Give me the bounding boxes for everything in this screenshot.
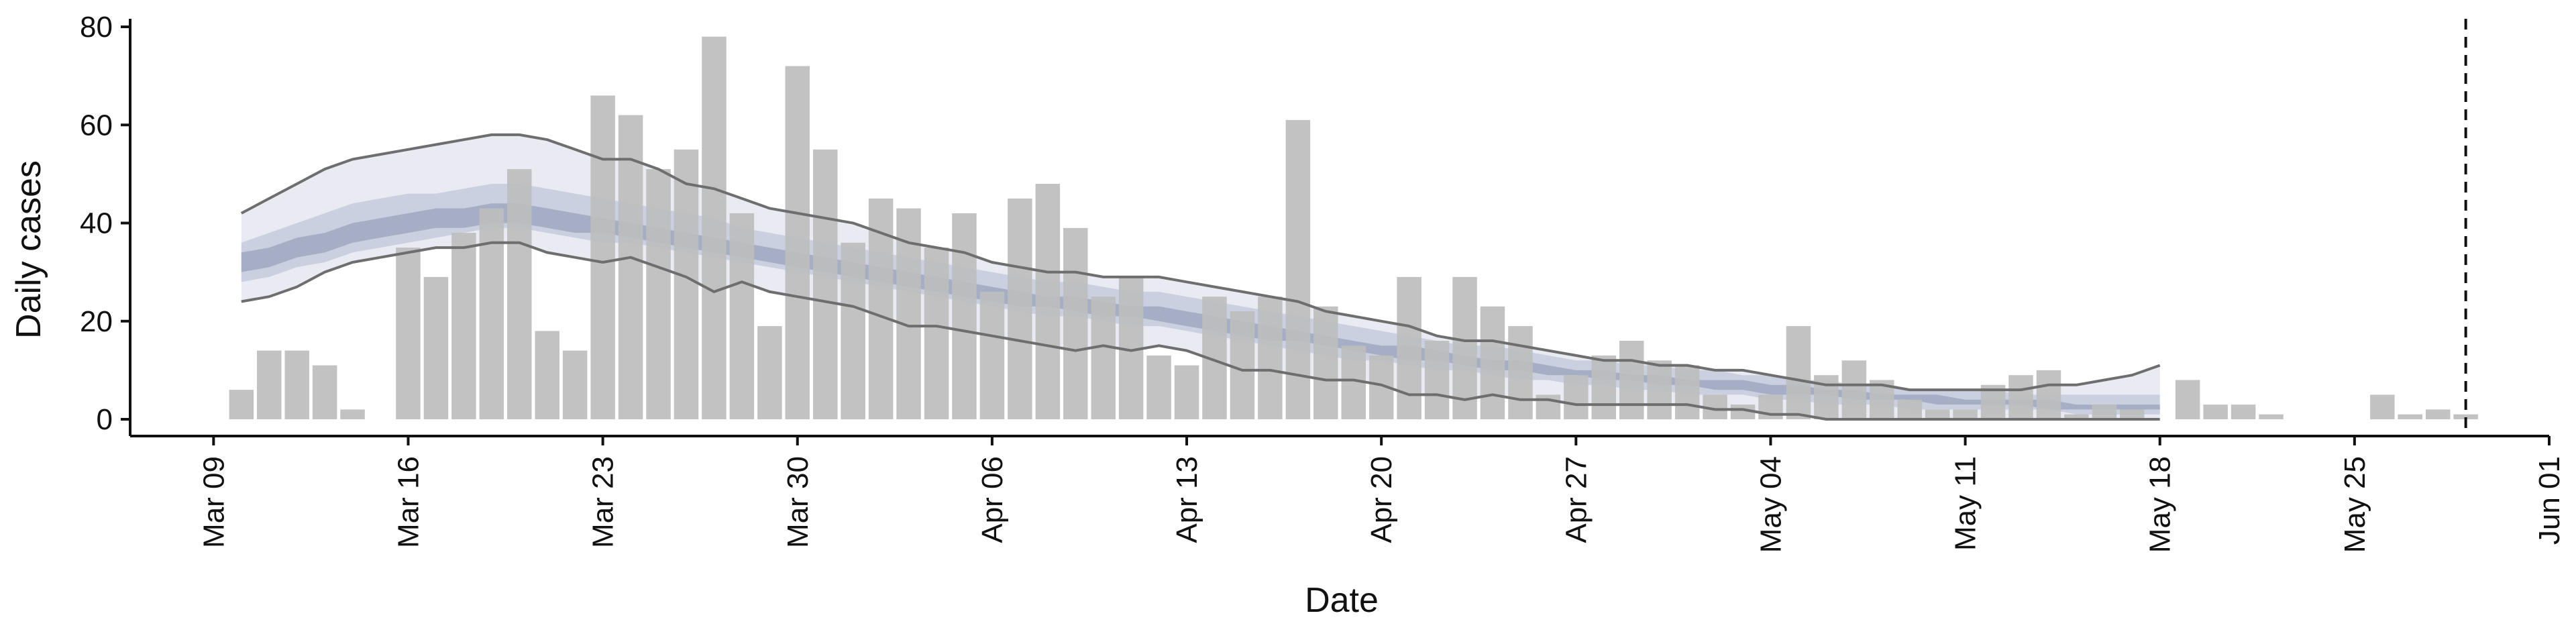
- daily-case-bar: [757, 326, 782, 419]
- daily-case-bar: [1146, 355, 1171, 419]
- daily-case-bar: [1424, 341, 1450, 419]
- y-tick-label: 40: [80, 207, 113, 240]
- band-core: [241, 203, 2160, 410]
- x-tick-label: Apr 20: [1365, 456, 1398, 543]
- daily-case-bar: [2036, 370, 2061, 419]
- y-axis-label: Daily cases: [9, 160, 48, 339]
- daily-case-bar: [1925, 409, 1950, 419]
- daily-case-bar: [479, 208, 504, 419]
- x-axis-label: Date: [1305, 581, 1379, 620]
- daily-case-bar: [1397, 276, 1421, 419]
- daily-case-bar: [396, 248, 421, 419]
- daily-case-bar: [674, 149, 699, 420]
- daily-case-bar: [1452, 276, 1477, 419]
- daily-case-bar: [1814, 375, 1839, 419]
- daily-case-bar: [2175, 380, 2200, 419]
- daily-case-bar: [2453, 414, 2478, 419]
- daily-case-bar: [924, 248, 949, 419]
- daily-case-bar: [952, 213, 977, 419]
- daily-case-bar: [1480, 306, 1505, 419]
- daily-case-bar: [2259, 414, 2284, 419]
- x-tick-label: Mar 09: [197, 456, 230, 548]
- daily-case-bar: [257, 350, 282, 419]
- daily-case-bar: [1008, 198, 1032, 419]
- daily-case-bar: [284, 350, 309, 419]
- daily-case-bar: [535, 331, 559, 419]
- daily-case-bar: [2203, 405, 2228, 419]
- daily-case-bar: [312, 365, 337, 419]
- interval-upper-line: [240, 133, 2161, 392]
- daily-case-bar: [423, 276, 449, 419]
- daily-case-bar: [979, 291, 1005, 419]
- daily-case-bar: [2064, 414, 2089, 419]
- daily-case-bar: [1841, 360, 1867, 420]
- x-tick-label: May 04: [1754, 456, 1787, 553]
- daily-case-bars: [229, 36, 2478, 420]
- daily-case-bar: [813, 149, 838, 420]
- daily-case-bar: [729, 213, 755, 419]
- daily-case-bar: [2426, 409, 2451, 419]
- daily-case-bar: [2370, 394, 2395, 419]
- daily-case-bar: [1591, 355, 1616, 419]
- daily-case-bar: [785, 66, 810, 419]
- y-tick-label: 0: [97, 403, 113, 436]
- daily-case-bar: [1786, 326, 1811, 419]
- x-tick-label: Apr 06: [976, 456, 1009, 543]
- daily-case-bar: [1313, 306, 1338, 419]
- daily-case-bar: [562, 350, 588, 419]
- x-tick-label: Mar 23: [587, 456, 620, 548]
- daily-case-bar: [1174, 365, 1199, 419]
- daily-case-bar: [1953, 409, 1978, 419]
- interval-lower-line: [241, 241, 2160, 421]
- x-tick-label: Apr 27: [1560, 456, 1593, 543]
- daily-case-bar: [2008, 375, 2033, 419]
- daily-case-bar: [451, 233, 476, 419]
- x-tick-label: Mar 16: [392, 456, 425, 548]
- x-tick-label: Mar 30: [782, 456, 814, 548]
- daily-case-bar: [1674, 365, 1700, 419]
- x-tick-label: May 25: [2339, 456, 2371, 553]
- daily-case-bar: [2092, 405, 2117, 419]
- daily-case-bar: [646, 169, 671, 419]
- daily-case-bar: [1091, 297, 1116, 419]
- daily-case-bar: [1897, 399, 1922, 420]
- y-tick-label: 60: [80, 109, 113, 142]
- daily-case-bar: [1285, 119, 1311, 419]
- daily-case-bar: [1035, 184, 1061, 419]
- daily-case-bar: [1230, 311, 1255, 419]
- interval-bound-lines: [240, 133, 2161, 421]
- daily-case-bar: [340, 409, 365, 419]
- daily-case-bar: [229, 390, 254, 419]
- daily-case-bar: [618, 115, 643, 419]
- axes: 0 20 40 60 80 Mar 09 Mar 16 Mar 23 Mar 30 Apr 06 A…: [80, 11, 2566, 553]
- daily-case-bar: [1508, 326, 1533, 419]
- daily-case-bar: [702, 36, 727, 420]
- y-tick-label: 20: [80, 305, 113, 338]
- daily-case-bar: [1063, 227, 1088, 419]
- daily-case-bar: [590, 95, 615, 419]
- daily-case-bar: [1564, 375, 1589, 419]
- x-tick-label: Jun 01: [2533, 456, 2566, 545]
- x-tick-label: May 11: [1949, 456, 1982, 551]
- daily-case-bar: [841, 242, 865, 420]
- y-tick-label: 80: [80, 11, 113, 44]
- daily-case-bar: [1619, 341, 1644, 419]
- daily-case-bar: [1258, 297, 1283, 419]
- x-tick-label: Apr 13: [1171, 456, 1203, 543]
- x-tick-label: May 18: [2144, 456, 2177, 553]
- daily-case-bar: [2231, 405, 2256, 419]
- daily-case-bar: [2120, 409, 2145, 419]
- daily-case-bar: [507, 169, 532, 419]
- daily-case-bar: [2398, 414, 2422, 419]
- daily-case-bar: [1647, 360, 1672, 420]
